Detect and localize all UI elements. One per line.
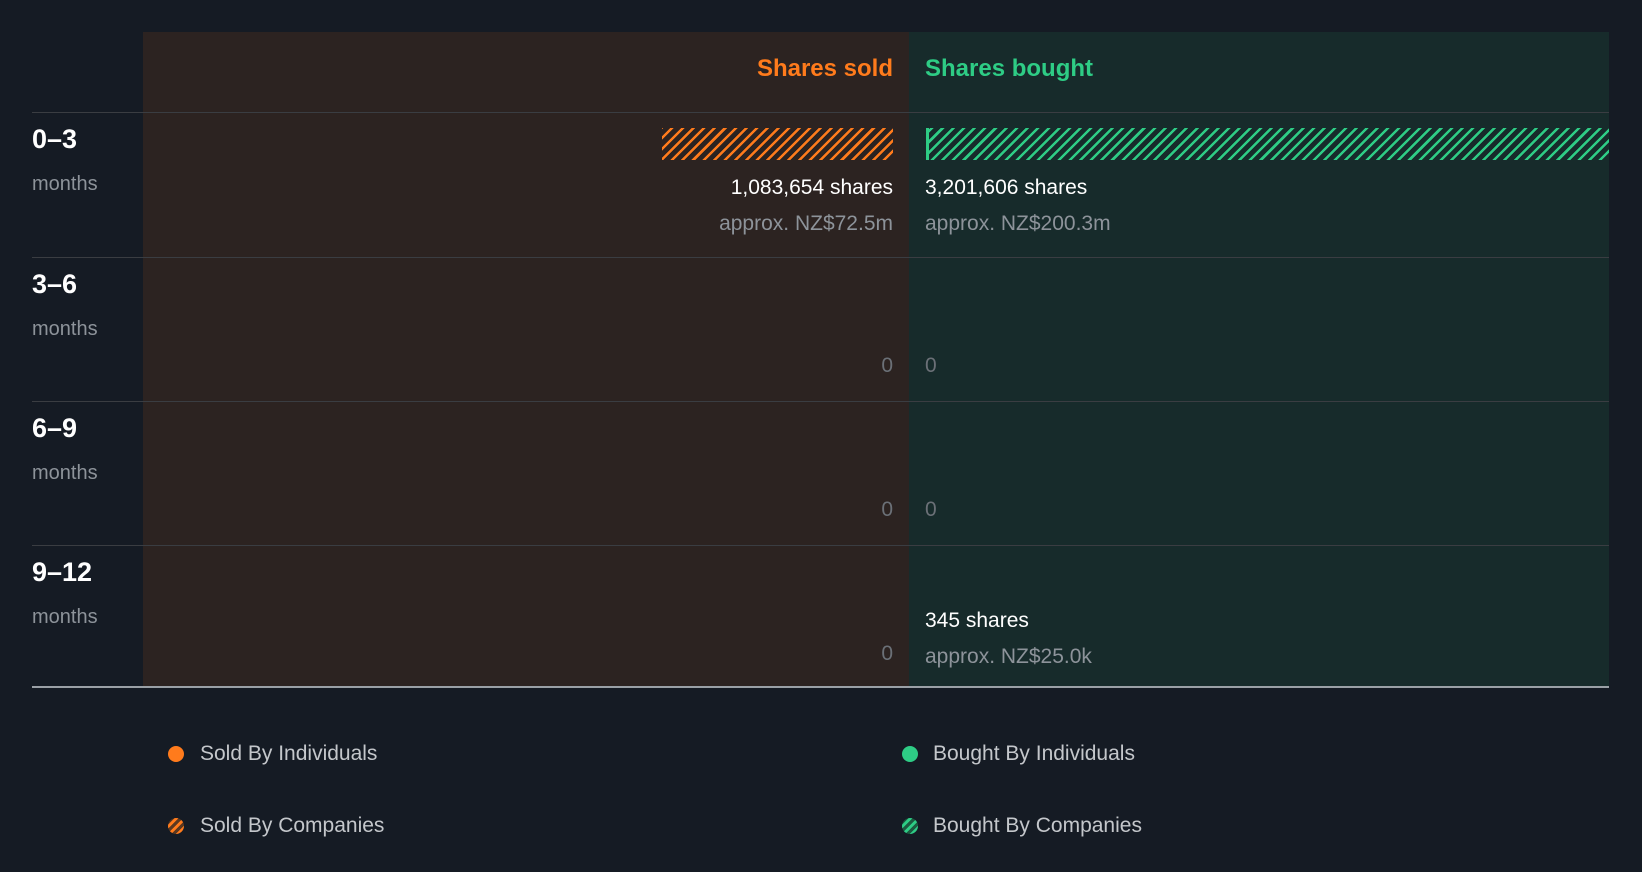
bought-value: 345 shares [925, 609, 1029, 632]
row-label-unit: months [32, 462, 98, 484]
header-shares-sold: Shares sold [756, 55, 893, 82]
sold-bar [661, 128, 893, 160]
row-label-range: 9–12 [32, 557, 93, 587]
sold-value: 0 [881, 498, 893, 521]
bought-approx: approx. NZ$200.3m [925, 212, 1111, 235]
row-label-unit: months [32, 173, 98, 195]
bought-companies-legend-icon [902, 818, 918, 834]
legend-bought-companies: Bought By Companies [933, 814, 1142, 837]
legend-sold-companies: Sold By Companies [200, 814, 385, 837]
bought-bar [926, 128, 1609, 160]
sold-individuals-legend-icon [168, 746, 184, 762]
divider [32, 545, 1609, 546]
sold-value: 0 [881, 354, 893, 377]
row-label-range: 0–3 [32, 124, 78, 154]
divider [32, 401, 1609, 402]
divider [32, 257, 1609, 258]
header-shares-bought: Shares bought [925, 55, 1094, 82]
row-label-unit: months [32, 606, 98, 628]
legend-sold-individuals: Sold By Individuals [200, 742, 378, 765]
row-label-range: 6–9 [32, 413, 78, 443]
sold-approx: approx. NZ$72.5m [719, 212, 893, 235]
bought-value: 0 [925, 498, 937, 521]
bought-value: 0 [925, 354, 937, 377]
divider [32, 112, 1609, 113]
bought-value: 3,201,606 shares [925, 176, 1088, 199]
sold-value: 1,083,654 shares [730, 176, 893, 199]
legend-bought-individuals: Bought By Individuals [933, 742, 1135, 765]
bought-individuals-legend-icon [902, 746, 918, 762]
sold-value: 0 [881, 642, 893, 665]
bought-approx: approx. NZ$25.0k [925, 645, 1092, 668]
row-label-range: 3–6 [32, 269, 78, 299]
axis-line [32, 686, 1609, 688]
row-label-unit: months [32, 318, 98, 340]
sold-companies-legend-icon [168, 818, 184, 834]
